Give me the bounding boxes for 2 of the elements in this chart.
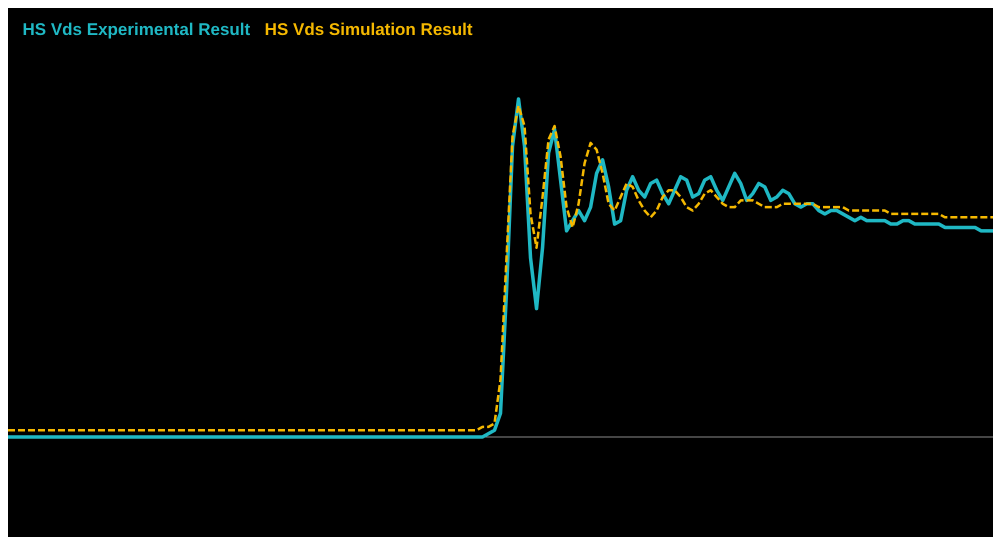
text: HS Vds Experimental Result [22, 20, 251, 40]
text: HS Vds Simulation Result [264, 20, 473, 40]
